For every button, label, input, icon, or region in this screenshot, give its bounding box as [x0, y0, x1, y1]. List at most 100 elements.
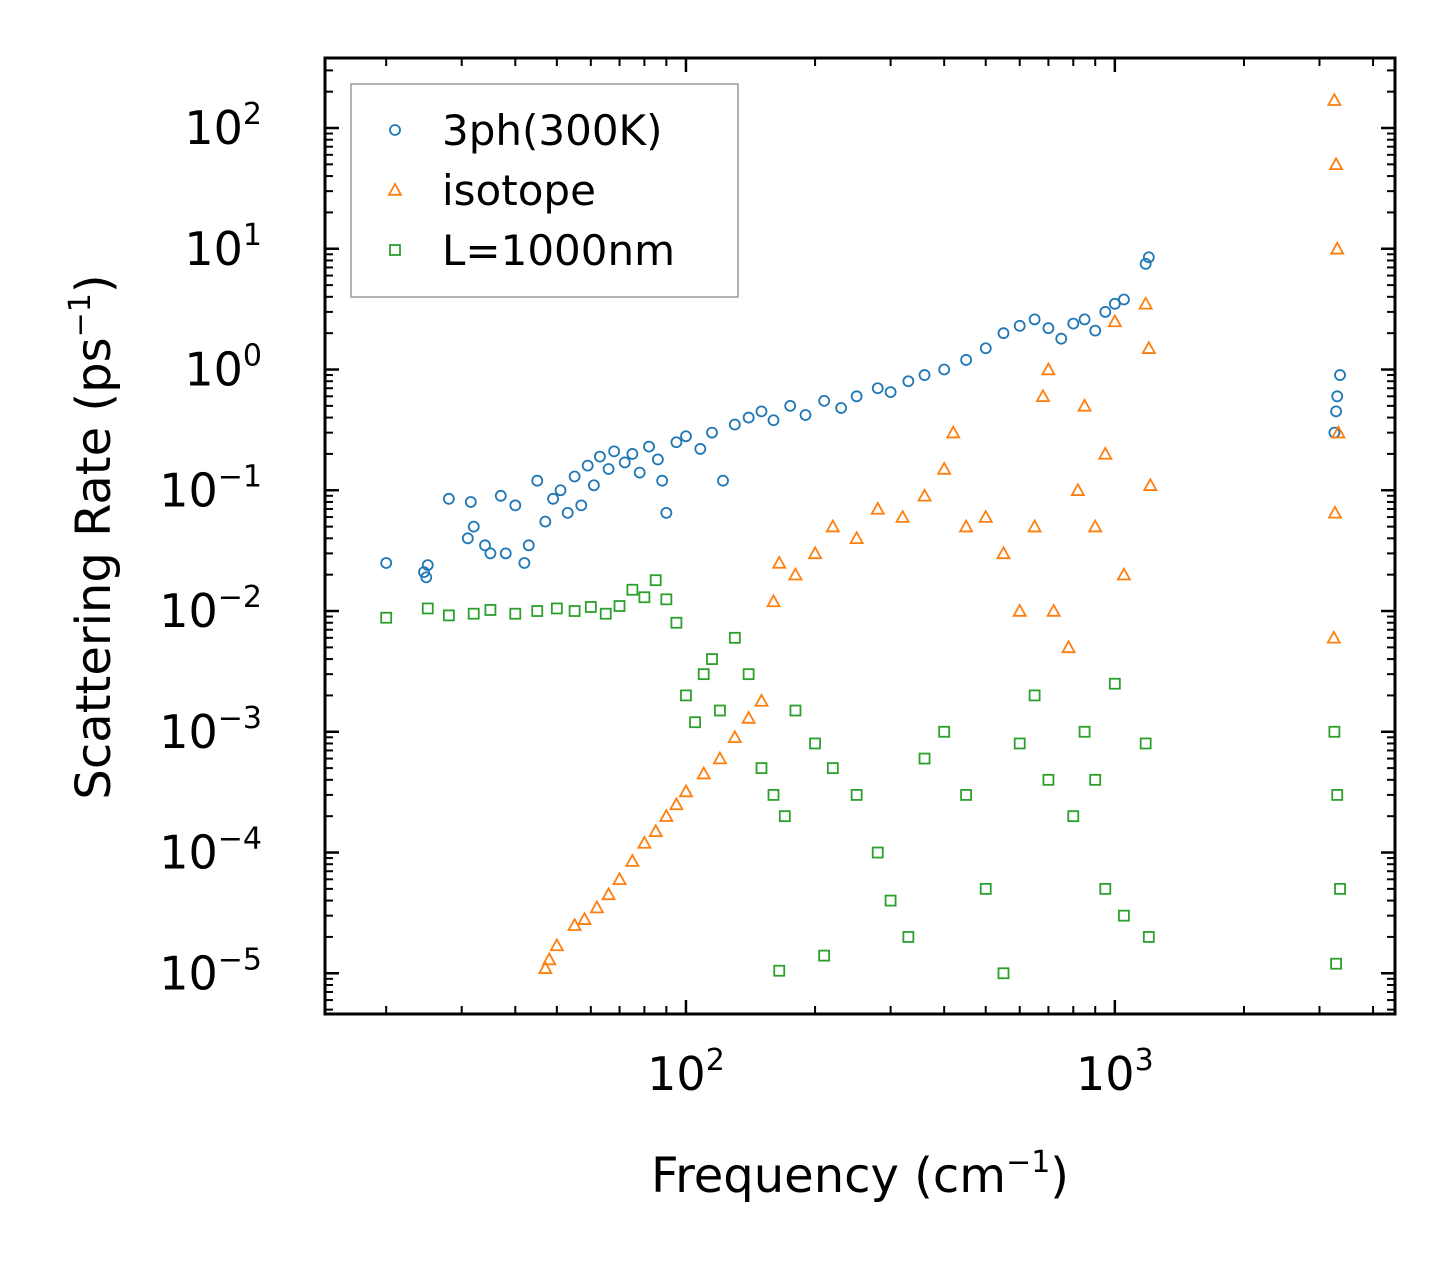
data-point — [884, 386, 897, 399]
data-point — [539, 515, 552, 528]
data-point — [594, 450, 606, 463]
data-point — [979, 882, 992, 895]
data-point — [936, 461, 952, 475]
x-tick-label: 102 — [647, 1043, 725, 1101]
data-point — [613, 600, 626, 612]
data-point — [509, 499, 522, 512]
data-point — [1078, 313, 1091, 326]
legend-marker-circle — [389, 124, 401, 136]
data-point — [1138, 295, 1154, 310]
data-point — [1108, 677, 1121, 690]
data-point — [1089, 773, 1102, 786]
data-point — [1118, 909, 1130, 922]
data-point — [1142, 251, 1155, 264]
data-point — [809, 737, 821, 750]
y-tick-labels: 10−5 10−4 10−3 10−2 10−1 100 101 102 — [159, 97, 262, 1000]
tick-layer — [325, 58, 1395, 1014]
data-layer — [380, 92, 1346, 980]
y-tick-label: 101 — [184, 218, 262, 276]
data-point — [742, 668, 755, 681]
data-point — [689, 716, 701, 729]
plot-frame — [323, 56, 1397, 1016]
data-point — [1012, 603, 1028, 617]
data-point — [1077, 398, 1093, 412]
legend-label: L=1000nm — [442, 226, 675, 275]
data-point — [420, 571, 433, 584]
data-point — [575, 499, 588, 512]
data-point — [651, 453, 664, 466]
data-point — [765, 593, 782, 608]
data-point — [554, 484, 567, 497]
data-point — [979, 342, 992, 355]
data-point — [602, 463, 615, 475]
data-point — [978, 509, 994, 523]
data-point — [549, 937, 565, 952]
data-point — [660, 506, 673, 519]
data-point — [1139, 257, 1152, 270]
y-tick-label: 102 — [184, 97, 262, 155]
y-tick-label: 10−3 — [159, 701, 262, 759]
legend-marker-square — [389, 244, 401, 256]
data-point — [608, 445, 621, 458]
y-tick-label: 10−2 — [159, 580, 262, 638]
data-point — [550, 602, 563, 615]
data-point — [1331, 390, 1344, 403]
legend-item: 3ph(300K) — [389, 106, 662, 155]
data-point — [918, 369, 931, 381]
legend-label: 3ph(300K) — [442, 106, 662, 155]
data-point — [767, 414, 780, 427]
data-point — [499, 547, 512, 560]
data-point — [599, 607, 612, 620]
data-point — [696, 765, 712, 780]
data-point — [958, 518, 974, 533]
data-point — [997, 327, 1010, 340]
x-axis-label: Frequency (cm−1) — [651, 1145, 1069, 1204]
data-point — [643, 440, 655, 453]
data-point — [1326, 629, 1342, 644]
data-point — [1061, 639, 1077, 654]
data-point — [870, 501, 886, 515]
data-point — [467, 520, 480, 533]
data-point — [787, 566, 803, 581]
data-point — [1118, 293, 1130, 306]
data-point — [784, 399, 797, 412]
data-point — [1334, 882, 1346, 895]
data-point — [1042, 322, 1055, 335]
data-point — [818, 949, 831, 962]
data-point — [668, 796, 684, 811]
data-point — [1108, 297, 1121, 310]
data-point — [587, 479, 600, 492]
x-tick-label: 103 — [1076, 1043, 1154, 1101]
data-point — [421, 559, 434, 572]
series-square — [380, 574, 1346, 980]
data-point — [1141, 340, 1157, 354]
data-point — [945, 424, 961, 439]
data-point — [1013, 319, 1026, 332]
data-point — [1326, 92, 1342, 106]
y-tick-label: 10−1 — [159, 459, 262, 517]
data-point — [418, 566, 430, 579]
legend-item: isotope — [387, 166, 596, 215]
data-point — [464, 496, 477, 508]
data-point — [1089, 324, 1102, 337]
y-axis-label: Scattering Rate (ps−1) — [63, 274, 122, 799]
data-point — [633, 466, 646, 479]
data-point — [442, 609, 455, 622]
data-point — [537, 960, 553, 974]
data-point — [1099, 306, 1112, 318]
data-point — [1139, 737, 1152, 750]
data-point — [626, 583, 639, 596]
data-point — [442, 492, 455, 505]
data-point — [799, 409, 812, 421]
data-point — [1035, 388, 1051, 403]
data-point — [778, 810, 791, 823]
data-point — [636, 835, 652, 849]
data-point — [728, 631, 741, 644]
data-point — [1142, 477, 1158, 491]
data-point — [680, 689, 692, 702]
data-point — [1027, 518, 1043, 533]
data-point — [484, 547, 497, 560]
series-circle — [380, 251, 1346, 584]
data-point — [1330, 957, 1342, 970]
